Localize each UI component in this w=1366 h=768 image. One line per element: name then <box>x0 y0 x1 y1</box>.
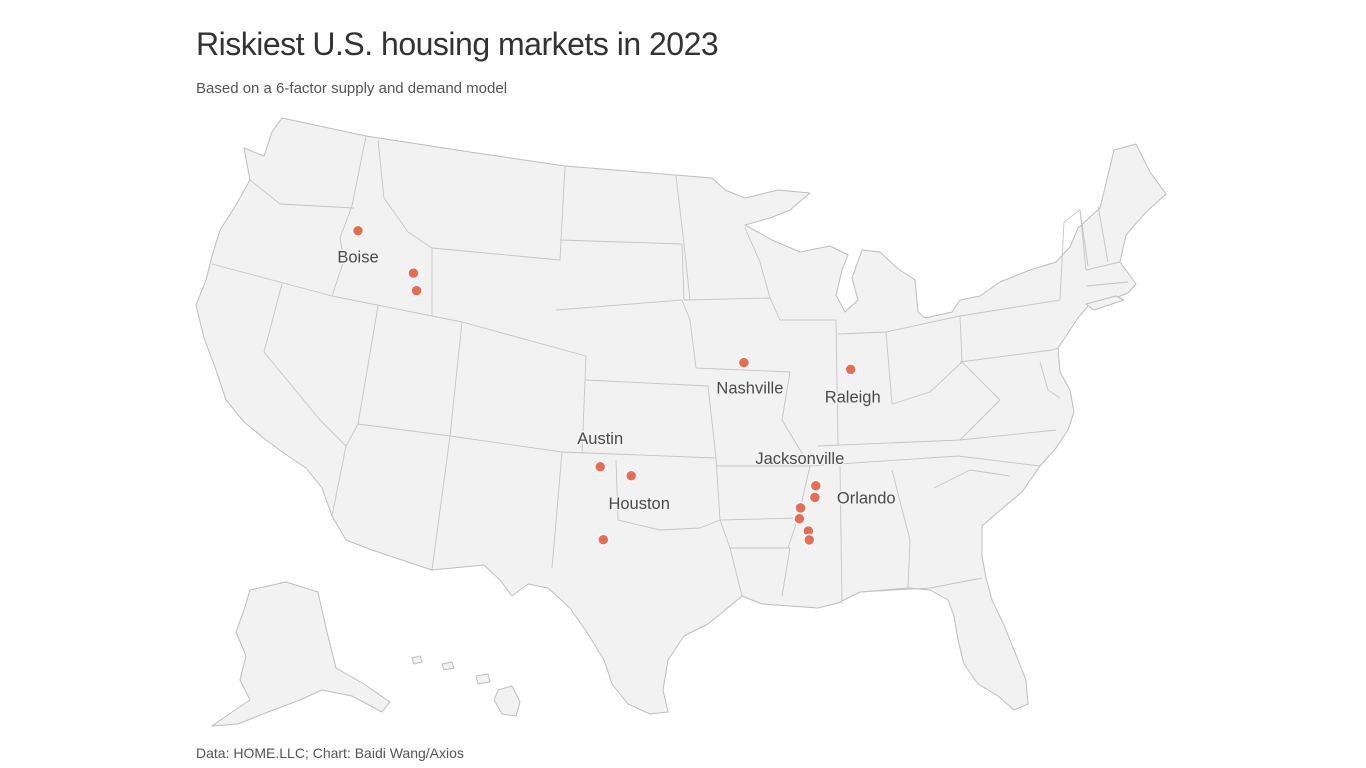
market-marker <box>794 501 807 515</box>
hawaii-kauai <box>411 655 423 665</box>
contiguous-us-landmass <box>195 117 1167 715</box>
market-label-boise: Boise <box>337 249 378 267</box>
market-marker <box>407 266 420 280</box>
market-label-houston: Houston <box>608 495 669 513</box>
market-marker <box>410 284 423 297</box>
chart-title: Riskiest U.S. housing markets in 2023 <box>196 26 719 62</box>
market-label-orlando: Orlando <box>837 489 896 507</box>
hawaii-island <box>493 685 521 717</box>
market-marker <box>793 512 806 525</box>
market-marker-jacksonville <box>809 479 823 493</box>
market-label-nashville: Nashville <box>716 380 783 398</box>
market-marker <box>597 533 610 546</box>
market-marker-orlando <box>808 491 822 504</box>
market-label-jacksonville: Jacksonville <box>755 450 844 468</box>
hawaii-maui <box>475 673 491 685</box>
state-borders <box>211 135 1129 605</box>
market-label-austin: Austin <box>577 430 623 448</box>
market-marker-nashville <box>737 356 751 369</box>
chart-subtitle: Based on a 6-factor supply and demand mo… <box>196 80 508 97</box>
land-layer <box>195 117 1167 727</box>
market-marker-houston <box>624 469 638 483</box>
market-marker-austin <box>593 460 607 474</box>
long-island <box>1085 295 1125 311</box>
market-marker <box>803 533 816 547</box>
market-marker-raleigh <box>844 363 857 376</box>
market-label-raleigh: Raleigh <box>825 388 881 406</box>
market-markers <box>351 224 857 547</box>
hawaii-oahu <box>441 661 455 671</box>
alaska-inset <box>211 581 391 727</box>
market-labels: Boise Nashville Raleigh Austin Houston Jackso… <box>336 247 897 514</box>
market-marker-boise <box>351 224 365 237</box>
chart-source: Data: HOME.LLC; Chart: Baidi Wang/Axios <box>196 745 464 761</box>
